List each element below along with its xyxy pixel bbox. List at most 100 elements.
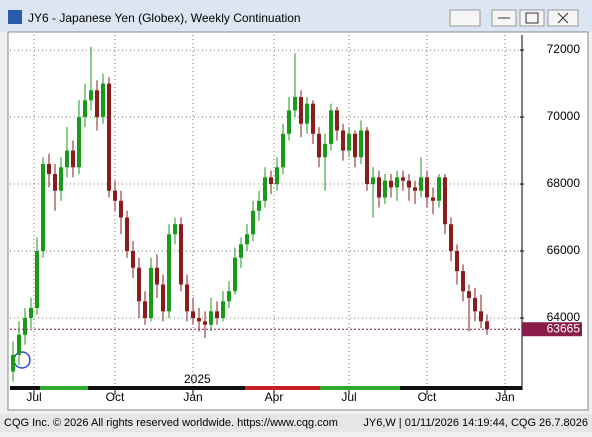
candle-body: [353, 133, 357, 158]
candle-body: [329, 110, 333, 144]
candle-body: [191, 311, 195, 319]
candle-body: [119, 200, 123, 218]
candle-body: [275, 167, 279, 185]
candle-body: [29, 307, 33, 319]
candle-body: [137, 267, 141, 302]
candle-body: [335, 110, 339, 131]
candle-body: [437, 177, 441, 201]
candle-body: [461, 271, 465, 292]
candle-body: [347, 133, 351, 151]
chart-area: [7, 31, 589, 411]
candle-body: [377, 177, 381, 198]
candle-body: [239, 244, 243, 258]
candle-body: [263, 177, 267, 201]
candle-body: [143, 301, 147, 319]
period-red: [245, 386, 320, 390]
candle-body: [77, 117, 81, 168]
candle-body: [149, 267, 153, 319]
x-tick-label: Jul: [341, 390, 356, 404]
candle-body: [41, 163, 45, 252]
candle-body: [17, 334, 21, 355]
candle-body: [131, 251, 135, 268]
candle-body: [467, 291, 471, 298]
app-icon: [8, 10, 22, 24]
candle-body: [395, 177, 399, 188]
candle-body: [245, 234, 249, 245]
candle-body: [161, 284, 165, 312]
candle-body: [101, 83, 105, 118]
x-tick-label: Apr: [265, 390, 284, 404]
candle-body: [107, 83, 111, 191]
candle-body: [287, 110, 291, 134]
footer-left: CQG Inc. © 2026 All rights reserved worl…: [4, 417, 338, 429]
candle-body: [23, 318, 27, 335]
candle-body: [383, 180, 387, 198]
candle-body: [365, 130, 369, 185]
candle-body: [341, 130, 345, 151]
candle-body: [71, 150, 75, 168]
x-tick-label: Oct: [106, 390, 125, 404]
y-tick-label: 70000: [547, 109, 581, 123]
period-green: [40, 386, 88, 390]
candle-body: [113, 190, 117, 201]
x-tick-label: Jan: [183, 390, 202, 404]
candle-body: [35, 251, 39, 308]
candle-body: [53, 173, 57, 191]
x-tick-label: Jan: [495, 390, 514, 404]
candle-body: [359, 130, 363, 158]
candle-body: [479, 311, 483, 322]
candle-body: [389, 180, 393, 188]
candle-body: [59, 167, 63, 191]
candle-body: [89, 90, 93, 101]
candle-body: [449, 224, 453, 252]
candle-body: [257, 200, 261, 211]
candle-body: [455, 251, 459, 272]
candle-body: [419, 177, 423, 191]
y-tick-label: 64000: [547, 310, 581, 324]
candle-body: [173, 224, 177, 235]
candle-body: [443, 177, 447, 225]
candle-body: [227, 291, 231, 302]
last-price-label: 63665: [547, 321, 581, 335]
candle-body: [473, 297, 477, 312]
year-label: 2025: [184, 372, 211, 386]
candle-body: [221, 301, 225, 319]
candle-body: [155, 267, 159, 285]
candle-body: [299, 96, 303, 124]
window-title: JY6 - Japanese Yen (Globex), Weekly Cont…: [28, 11, 301, 25]
candle-body: [281, 133, 285, 168]
candle-body: [203, 321, 207, 325]
candle-body: [413, 187, 417, 191]
candle-body: [179, 224, 183, 285]
status-bar: [0, 414, 592, 432]
candle-body: [305, 103, 309, 124]
candle-body: [185, 284, 189, 312]
candle-body: [209, 311, 213, 325]
link-button[interactable]: [449, 9, 481, 27]
candle-body: [485, 321, 489, 330]
footer-right: JY6,W | 01/11/2026 14:19:44, CQG 26.7.80…: [363, 417, 588, 429]
candle-body: [197, 318, 201, 322]
candle-body: [407, 180, 411, 188]
candle-body: [269, 177, 273, 185]
candle-body: [233, 257, 237, 292]
candle-body: [431, 197, 435, 201]
candle-body: [167, 234, 171, 312]
candle-body: [311, 103, 315, 134]
button-glyphs: [498, 12, 569, 24]
candle-body: [11, 354, 15, 372]
candle-body: [317, 133, 321, 158]
y-tick-label: 68000: [547, 176, 581, 190]
candle-body: [371, 177, 375, 185]
candle-body: [83, 100, 87, 118]
y-tick-label: 72000: [547, 42, 581, 56]
candle-body: [425, 177, 429, 198]
candle-body: [401, 177, 405, 181]
last-price-box: [522, 322, 582, 337]
candle-body: [251, 210, 255, 235]
maximize-button[interactable]: [519, 9, 545, 27]
candle-body: [215, 311, 219, 319]
candle-body: [293, 96, 297, 111]
candle-body: [47, 163, 51, 174]
